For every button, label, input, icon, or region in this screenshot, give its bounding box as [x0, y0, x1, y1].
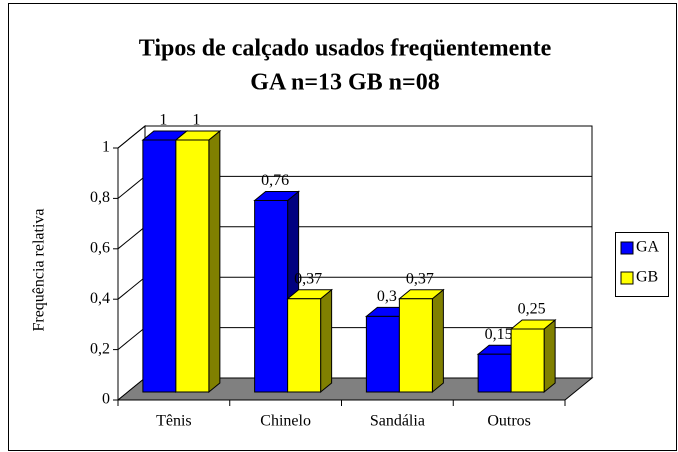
- value-label: 1: [192, 112, 200, 129]
- bar: [477, 353, 512, 393]
- value-label: 1: [159, 112, 167, 129]
- bar: [398, 298, 433, 393]
- x-tick-label: Tênis: [156, 413, 192, 430]
- value-label: 0,25: [518, 301, 546, 318]
- bar: [510, 328, 545, 393]
- y-tick-label: 0,8: [90, 189, 110, 206]
- bar: [287, 298, 322, 393]
- y-tick-label: 0,6: [90, 239, 110, 256]
- bar-side: [208, 129, 221, 394]
- bar-side: [320, 288, 333, 394]
- grid-line: [117, 125, 592, 149]
- value-label: 0,15: [485, 326, 513, 343]
- chart-subtitle: GA n=13 GB n=08: [250, 70, 439, 96]
- legend-label: GA: [636, 239, 660, 256]
- x-tick-label: Sandália: [370, 413, 425, 430]
- legend-swatch: [620, 271, 634, 285]
- chart-title: Tipos de calçado usados freqüentemente: [139, 36, 552, 62]
- y-axis-label: Frequência relativa: [31, 208, 48, 331]
- value-label: 0,76: [261, 172, 289, 189]
- x-tick-label: Outros: [487, 413, 531, 430]
- bar: [254, 199, 289, 393]
- bar-side: [431, 288, 444, 394]
- legend-swatch: [620, 241, 634, 255]
- y-tick-label: 0,4: [90, 290, 110, 307]
- value-label: 0,37: [406, 270, 434, 287]
- y-tick-label: 1: [102, 139, 110, 156]
- bar-side: [543, 318, 556, 394]
- x-tick-label: Chinelo: [260, 413, 311, 430]
- side-wall: [117, 124, 146, 402]
- y-tick-label: 0,2: [90, 340, 110, 357]
- bar: [142, 139, 177, 393]
- y-tick-label: 0: [102, 391, 110, 408]
- value-label: 0,3: [377, 288, 397, 305]
- bar: [365, 315, 400, 393]
- legend-label: GB: [636, 269, 658, 286]
- value-label: 0,37: [294, 270, 322, 287]
- bar: [175, 139, 210, 393]
